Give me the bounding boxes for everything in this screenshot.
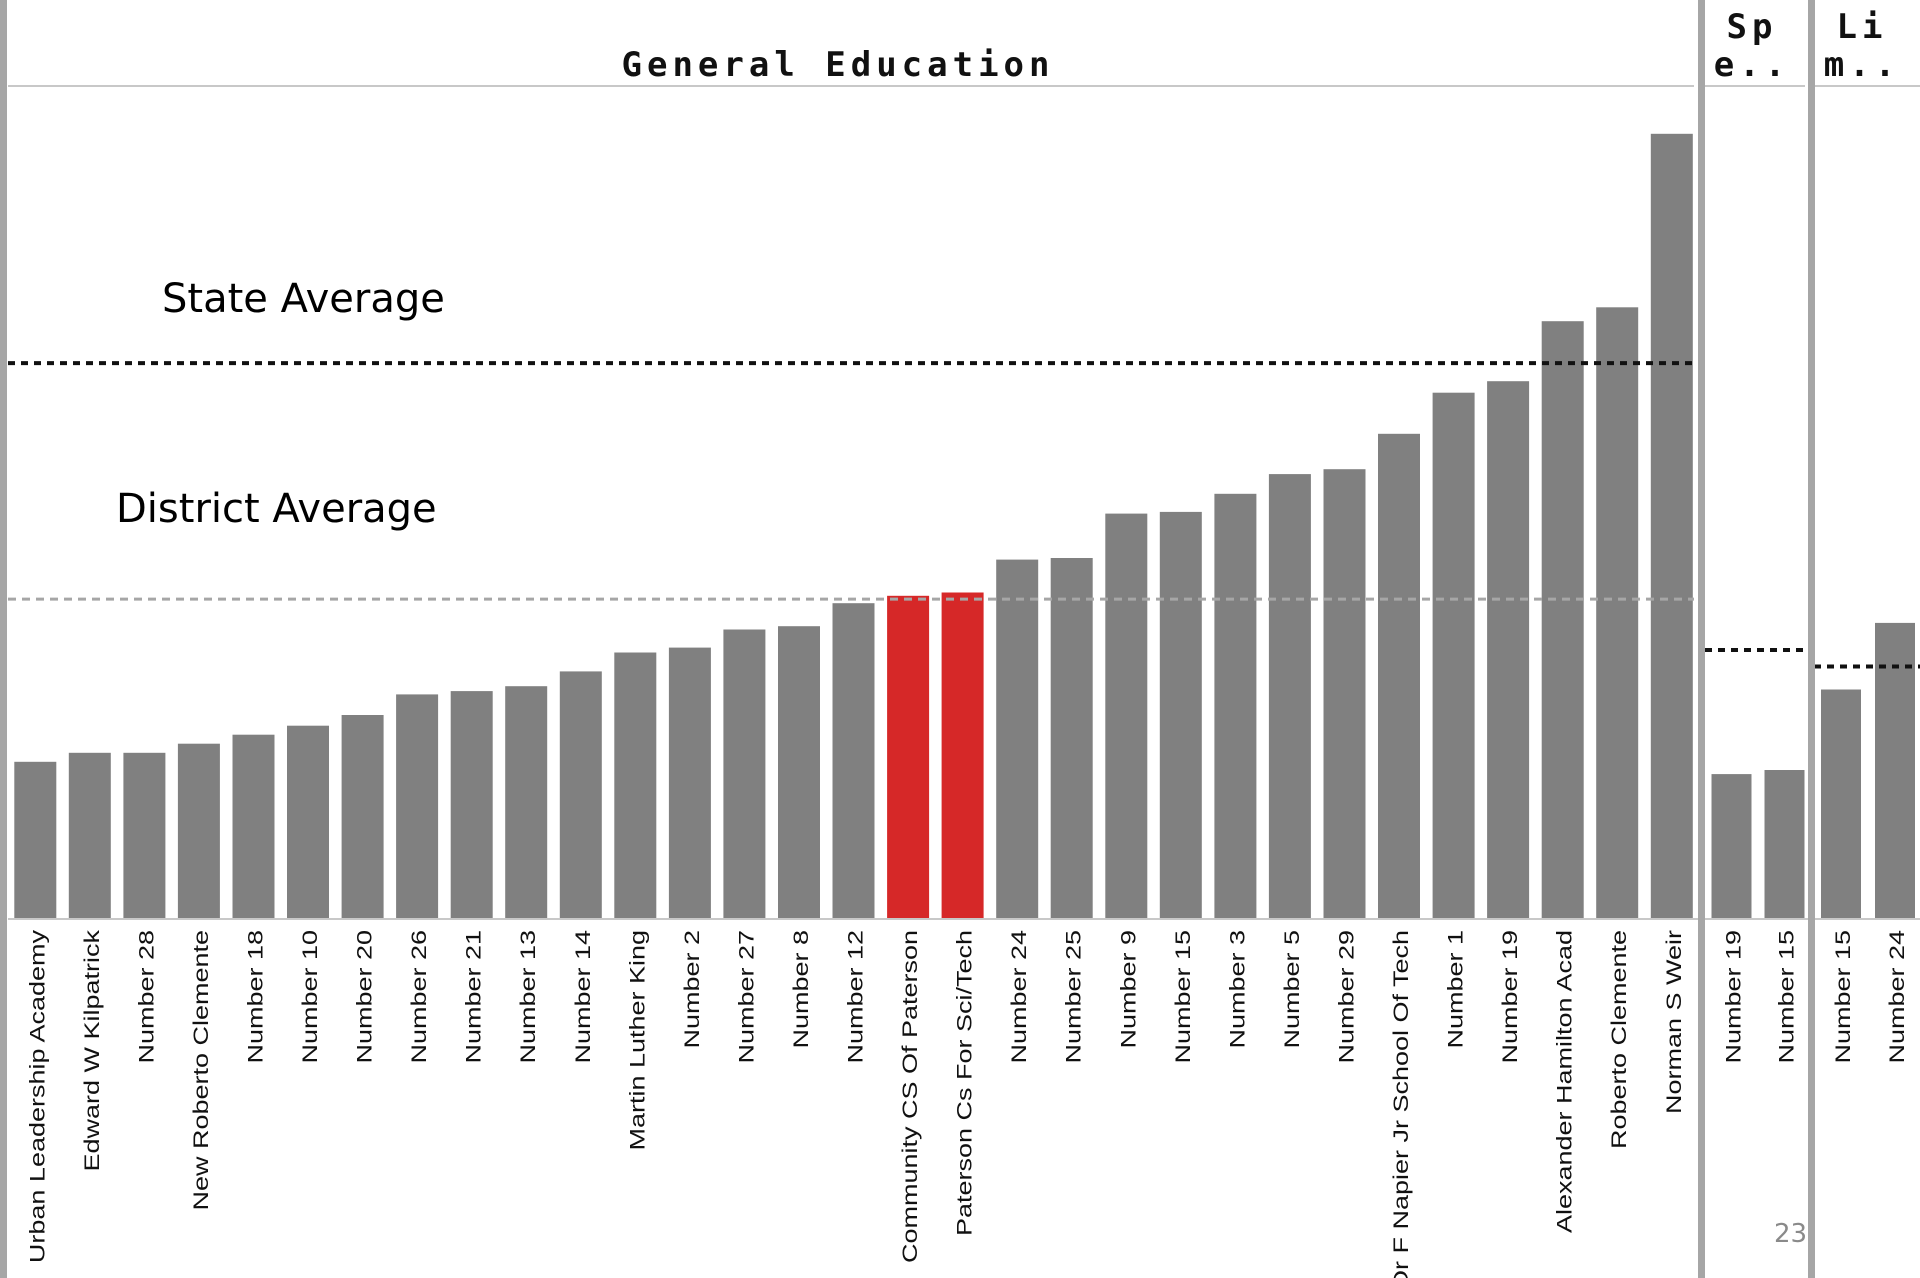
category-label-0-28: Alexander Hamilton Acad	[1553, 930, 1576, 1233]
bar-0-14	[778, 626, 820, 918]
bar-0-18	[996, 559, 1039, 918]
category-label-0-17: Paterson Cs For Sci/Tech	[953, 930, 976, 1236]
panel-title-1-line-1: e..	[1714, 45, 1790, 85]
category-label-0-15: Number 12	[844, 930, 867, 1064]
category-label-2-1: Number 24	[1886, 930, 1909, 1064]
bar-0-16	[887, 595, 930, 918]
category-label-0-27: Number 19	[1499, 930, 1522, 1064]
category-label-0-8: Number 21	[462, 930, 485, 1064]
annotation-state-average: State Average	[162, 276, 445, 322]
bar-0-13	[723, 629, 766, 918]
bar-0-6	[341, 715, 384, 918]
category-label-0-16: Community CS Of Paterson	[899, 930, 922, 1263]
bar-0-20	[1105, 513, 1148, 918]
category-label-0-19: Number 25	[1062, 930, 1085, 1064]
bar-2-0	[1821, 689, 1861, 918]
category-label-1-1: Number 15	[1775, 930, 1798, 1064]
bar-0-17	[941, 592, 984, 918]
category-label-0-10: Number 14	[572, 930, 595, 1064]
bar-0-24	[1323, 469, 1366, 918]
panel-separator-0	[0, 0, 7, 1278]
category-label-0-6: Number 20	[353, 930, 376, 1064]
bar-0-12	[668, 647, 711, 918]
category-label-0-30: Norman S Weir	[1663, 930, 1686, 1114]
panel-title-1: Sp e..	[1714, 7, 1790, 85]
bar-0-5	[287, 725, 329, 918]
bar-0-28	[1541, 321, 1584, 918]
bar-1-0	[1711, 774, 1752, 918]
panel-title-2-line-0: Li	[1837, 7, 1888, 47]
category-label-0-9: Number 13	[517, 930, 540, 1064]
panel-separator-2	[1808, 0, 1815, 1278]
category-label-0-7: Number 26	[408, 930, 431, 1064]
bar-0-21	[1159, 511, 1202, 918]
panel-title-1-line-0: Sp	[1727, 7, 1778, 47]
category-label-0-26: Number 1	[1444, 930, 1467, 1049]
category-label-0-24: Number 29	[1335, 930, 1358, 1064]
bar-0-11	[614, 652, 657, 918]
bar-0-27	[1487, 381, 1530, 918]
category-label-0-22: Number 3	[1226, 930, 1249, 1049]
bar-0-3	[177, 743, 220, 918]
bar-0-0	[14, 761, 57, 918]
bar-0-25	[1378, 433, 1420, 918]
panel-title-2: Li m..	[1824, 7, 1900, 85]
category-label-0-1: Edward W Kilpatrick	[81, 929, 104, 1171]
category-label-0-23: Number 5	[1281, 930, 1304, 1049]
bar-0-29	[1596, 307, 1639, 918]
bar-0-30	[1650, 133, 1693, 919]
category-label-0-4: Number 18	[244, 930, 267, 1064]
annotation-district-average: District Average	[116, 486, 437, 532]
category-label-0-20: Number 9	[1117, 930, 1140, 1049]
category-label-0-18: Number 24	[1008, 930, 1031, 1064]
page-number: 23	[1774, 1219, 1807, 1249]
category-label-0-5: Number 10	[299, 930, 322, 1064]
category-label-0-21: Number 15	[1172, 930, 1195, 1064]
bar-0-1	[68, 752, 111, 918]
category-label-0-2: Number 28	[135, 930, 158, 1064]
bar-0-22	[1214, 493, 1257, 918]
category-label-0-3: New Roberto Clemente	[190, 930, 213, 1211]
category-label-1-0: Number 19	[1722, 930, 1745, 1064]
bar-0-9	[505, 686, 548, 918]
bar-1-1	[1764, 770, 1805, 918]
category-label-0-12: Number 2	[681, 930, 704, 1049]
category-label-0-25: Dr F Napier Jr School Of Tech	[1390, 930, 1413, 1278]
category-label-0-0: Urban Leadership Academy	[26, 929, 49, 1263]
category-label-0-13: Number 27	[735, 930, 758, 1064]
bar-0-10	[559, 671, 602, 918]
bar-0-8	[450, 691, 493, 918]
category-label-0-14: Number 8	[790, 930, 813, 1049]
category-label-0-11: Martin Luther King	[626, 930, 649, 1151]
bar-2-1	[1875, 622, 1915, 918]
bar-0-15	[832, 603, 875, 918]
bar-0-4	[232, 734, 275, 918]
bar-0-2	[123, 752, 166, 918]
panel-separator-1	[1698, 0, 1705, 1278]
panel-title-0: General Education	[622, 45, 1055, 85]
category-label-0-29: Roberto Clemente	[1608, 930, 1631, 1149]
bar-0-26	[1432, 392, 1475, 918]
panel-title-2-line-1: m..	[1824, 45, 1900, 85]
bar-0-23	[1268, 474, 1311, 918]
bar-0-7	[396, 694, 439, 918]
bar-0-19	[1050, 558, 1093, 918]
category-label-2-0: Number 15	[1832, 930, 1855, 1064]
